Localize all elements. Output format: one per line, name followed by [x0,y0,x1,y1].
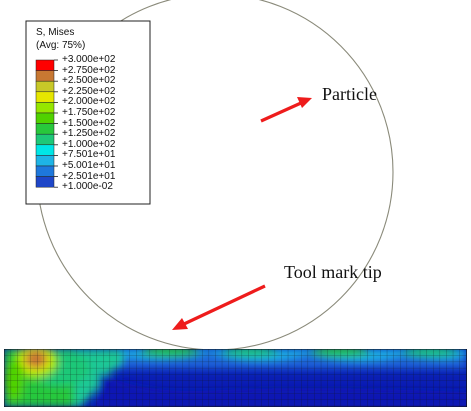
legend-swatch [35,59,55,71]
legend-colorbar [35,59,58,188]
legend-label: +2.750e+02 [62,64,116,76]
legend-swatch [35,70,55,82]
legend-title: S, Mises [36,27,75,38]
legend-label: +1.000e-02 [62,181,113,193]
legend-label: +1.500e+02 [62,117,116,129]
legend-swatch [35,176,55,188]
legend-label: +2.501e+01 [62,170,116,182]
legend-swatch [35,80,55,93]
workpiece-mesh [4,349,467,407]
legend-label: +2.250e+02 [62,85,116,97]
legend-subtitle: (Avg: 75%) [36,40,86,51]
legend-label: +1.750e+02 [62,107,116,118]
legend-swatch [35,91,55,103]
tool-mark-label: Tool mark tip [284,262,382,282]
legend-label: +5.001e+01 [62,160,116,171]
particle-label: Particle [322,84,377,104]
particle-arrow [260,97,312,123]
legend-swatch [35,102,55,114]
tool-mark-arrow [172,284,266,330]
legend-label: +3.000e+02 [62,54,116,65]
legend-label: +1.000e+02 [62,138,116,150]
legend-swatch [35,123,55,135]
legend-label: +2.500e+02 [62,75,116,87]
legend-swatch [35,144,55,156]
legend-swatch [35,165,55,177]
legend-swatch [35,112,55,124]
legend-label: +2.000e+02 [62,96,116,108]
legend-label: +7.501e+01 [62,149,116,161]
legend-label: +1.250e+02 [62,128,116,140]
legend-swatch [35,155,55,167]
legend-swatch [35,133,55,146]
